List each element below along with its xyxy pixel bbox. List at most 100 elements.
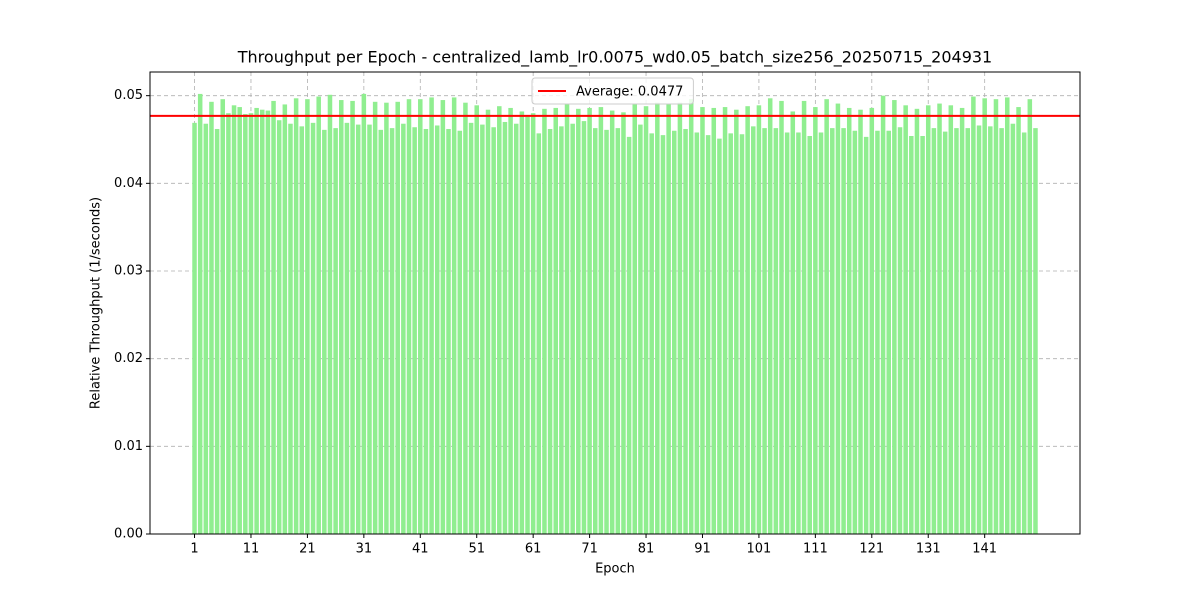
bar bbox=[784, 132, 790, 534]
legend-label: Average: 0.0477 bbox=[576, 85, 683, 100]
bar bbox=[626, 136, 632, 534]
bar bbox=[734, 109, 739, 534]
bar bbox=[197, 93, 203, 535]
bar bbox=[971, 96, 976, 535]
bar bbox=[1021, 132, 1027, 534]
bar bbox=[688, 99, 694, 535]
bar bbox=[220, 99, 226, 535]
bar bbox=[745, 106, 750, 534]
bar bbox=[316, 96, 321, 535]
bar bbox=[361, 93, 367, 535]
bar bbox=[909, 135, 914, 534]
bar bbox=[796, 132, 801, 534]
bar bbox=[440, 100, 446, 534]
x-tick-label: 31 bbox=[356, 542, 373, 557]
bar bbox=[830, 128, 835, 534]
bar bbox=[592, 128, 598, 534]
x-tick-label: 81 bbox=[638, 542, 655, 557]
bar bbox=[988, 126, 993, 535]
axes-frame bbox=[149, 71, 1081, 535]
bar bbox=[982, 98, 987, 535]
bar bbox=[694, 132, 700, 534]
bar bbox=[756, 105, 762, 534]
bar bbox=[231, 105, 237, 534]
bar bbox=[367, 124, 372, 535]
y-tick-label: 0.02 bbox=[114, 351, 143, 366]
x-tick-label: 21 bbox=[299, 542, 316, 557]
bar bbox=[942, 131, 948, 534]
y-tick-label: 0.01 bbox=[114, 439, 143, 454]
bar bbox=[485, 109, 491, 534]
bar bbox=[519, 111, 525, 535]
bar bbox=[655, 102, 660, 535]
x-tick-label: 141 bbox=[972, 542, 997, 557]
bar bbox=[677, 102, 683, 535]
bar bbox=[480, 124, 485, 535]
bar bbox=[925, 105, 931, 534]
bar bbox=[214, 128, 220, 535]
bar bbox=[858, 109, 863, 534]
bar bbox=[423, 128, 429, 535]
y-tick-label: 0.00 bbox=[114, 527, 143, 542]
bar bbox=[835, 103, 841, 535]
bar bbox=[976, 125, 982, 534]
bar bbox=[598, 107, 604, 535]
bar bbox=[209, 101, 214, 534]
y-tick-label: 0.03 bbox=[114, 264, 143, 279]
bar bbox=[513, 123, 519, 534]
x-tick-label: 41 bbox=[412, 542, 429, 557]
bar bbox=[869, 107, 875, 534]
bar bbox=[305, 99, 310, 535]
bar bbox=[378, 129, 384, 534]
x-tick-label: 121 bbox=[859, 542, 884, 557]
bar bbox=[355, 124, 361, 535]
bar bbox=[293, 98, 299, 535]
bar bbox=[621, 112, 626, 534]
bar bbox=[931, 128, 937, 534]
x-tick-label: 131 bbox=[916, 542, 941, 557]
bar bbox=[615, 128, 621, 534]
bar bbox=[948, 105, 954, 534]
bar bbox=[525, 116, 530, 534]
bar bbox=[243, 114, 248, 534]
bar bbox=[576, 108, 581, 534]
bar bbox=[406, 99, 412, 535]
bar bbox=[276, 120, 282, 535]
bar bbox=[937, 103, 942, 535]
bar bbox=[1016, 107, 1021, 535]
bar bbox=[914, 108, 920, 534]
bar bbox=[632, 104, 638, 534]
bar bbox=[705, 135, 711, 534]
x-tick-label: 111 bbox=[803, 542, 828, 557]
bar bbox=[508, 107, 513, 534]
bar bbox=[559, 126, 564, 535]
y-tick-label: 0.04 bbox=[114, 176, 143, 191]
bar bbox=[959, 107, 965, 534]
bar bbox=[767, 98, 773, 535]
bar bbox=[451, 97, 457, 534]
bar bbox=[700, 107, 705, 535]
chart-title: Throughput per Epoch - centralized_lamb_… bbox=[237, 48, 992, 68]
bar bbox=[609, 110, 615, 534]
bar bbox=[1010, 123, 1016, 534]
bar bbox=[892, 100, 897, 534]
bar bbox=[965, 128, 971, 534]
bar bbox=[717, 138, 722, 534]
bar bbox=[333, 128, 338, 534]
bar bbox=[824, 99, 829, 535]
bar bbox=[841, 128, 846, 534]
bar bbox=[807, 135, 812, 534]
x-tick-label: 71 bbox=[581, 542, 598, 557]
bar bbox=[434, 125, 440, 534]
x-tick-label: 61 bbox=[525, 542, 542, 557]
bar bbox=[993, 99, 999, 535]
bar bbox=[570, 123, 575, 534]
bar bbox=[463, 102, 468, 535]
bar bbox=[649, 133, 654, 535]
bar bbox=[288, 123, 293, 534]
bar bbox=[344, 122, 350, 534]
bar bbox=[903, 105, 908, 534]
legend bbox=[531, 77, 694, 105]
bar bbox=[418, 99, 423, 535]
bar bbox=[259, 109, 265, 534]
